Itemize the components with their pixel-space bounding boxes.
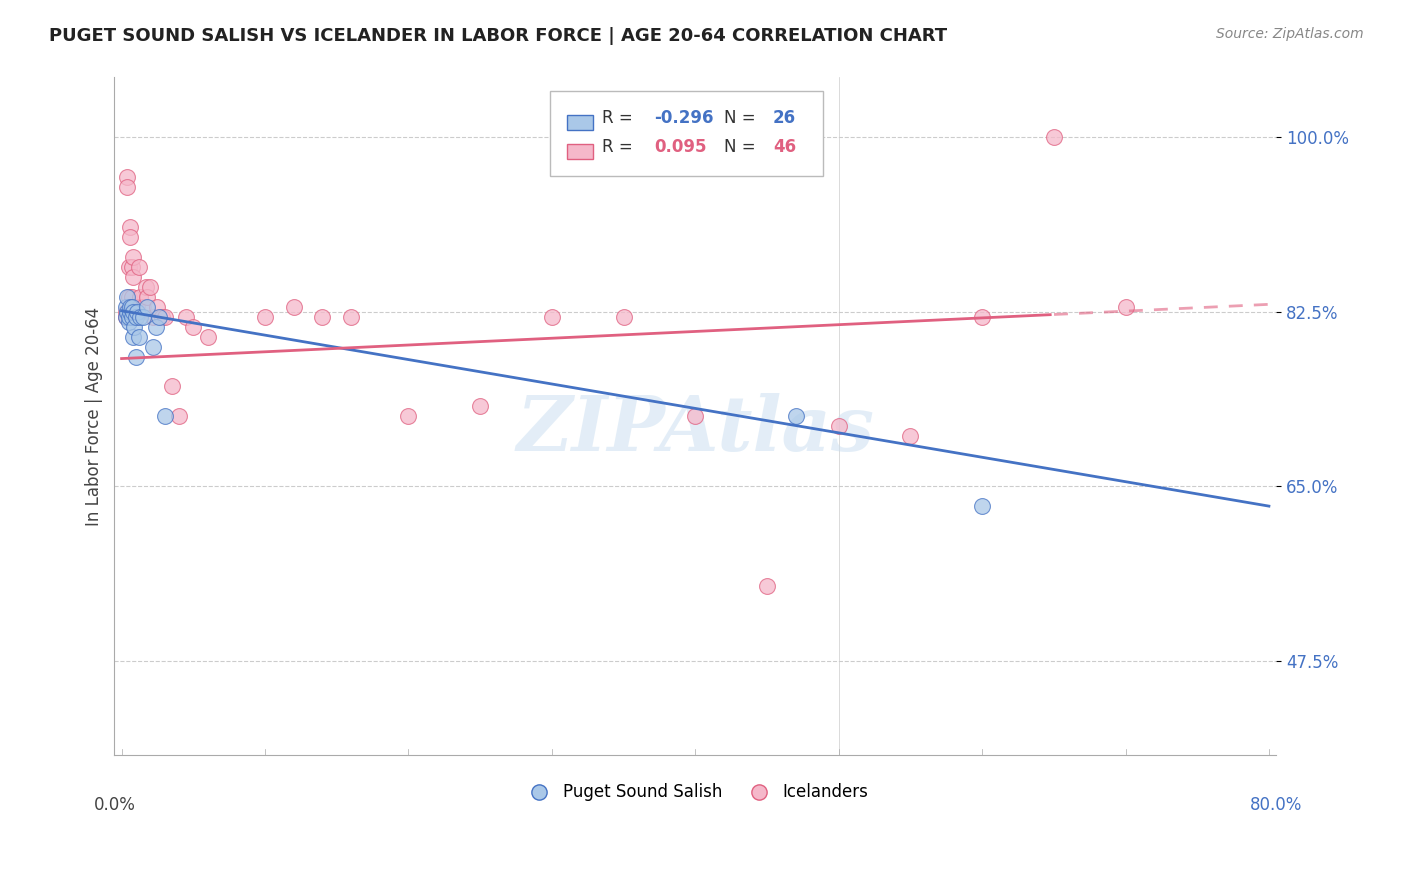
Point [135, 280, 157, 294]
Point [125, 310, 148, 324]
Point [396, 409, 419, 424]
Point [115, 300, 138, 314]
Point [117, 290, 139, 304]
Point [124, 319, 146, 334]
Point [121, 290, 143, 304]
Point [115, 304, 138, 318]
Point [160, 379, 183, 393]
Point [148, 310, 170, 324]
Point [117, 304, 139, 318]
Point [125, 310, 148, 324]
FancyBboxPatch shape [568, 144, 593, 159]
Text: PUGET SOUND SALISH VS ICELANDER IN LABOR FORCE | AGE 20-64 CORRELATION CHART: PUGET SOUND SALISH VS ICELANDER IN LABOR… [49, 27, 948, 45]
Text: N =: N = [724, 138, 761, 156]
Point [120, 219, 142, 234]
Point [136, 290, 159, 304]
Point [121, 260, 143, 274]
Text: 0.095: 0.095 [655, 138, 707, 156]
Text: -0.296: -0.296 [655, 110, 714, 128]
Point [827, 419, 849, 434]
Point [120, 230, 142, 244]
Point [122, 269, 145, 284]
Legend: Puget Sound Salish, Icelanders: Puget Sound Salish, Icelanders [516, 777, 875, 808]
Point [139, 280, 162, 294]
Point [136, 300, 159, 314]
Text: 80.0%: 80.0% [1250, 796, 1302, 814]
Point [124, 300, 146, 314]
Point [283, 300, 305, 314]
Point [118, 260, 141, 274]
Point [145, 319, 167, 334]
Point [118, 310, 141, 324]
Point [128, 260, 150, 274]
Point [197, 329, 219, 343]
Point [150, 310, 173, 324]
Point [121, 300, 143, 314]
Point [129, 310, 152, 324]
Point [124, 310, 146, 324]
Point [167, 409, 190, 424]
Point [174, 310, 197, 324]
Point [121, 310, 143, 324]
Point [253, 310, 276, 324]
Point [468, 400, 491, 414]
Point [120, 304, 142, 318]
Y-axis label: In Labor Force | Age 20-64: In Labor Force | Age 20-64 [86, 307, 103, 526]
Point [122, 250, 145, 264]
Point [540, 310, 562, 324]
Point [683, 409, 706, 424]
Point [132, 300, 155, 314]
Point [117, 170, 139, 185]
Text: N =: N = [724, 110, 761, 128]
Point [115, 310, 138, 324]
Text: 0.0%: 0.0% [93, 796, 135, 814]
Point [120, 300, 142, 314]
Text: 26: 26 [773, 110, 796, 128]
Text: R =: R = [602, 138, 638, 156]
Point [129, 290, 152, 304]
Point [127, 300, 149, 314]
Point [1115, 300, 1137, 314]
Point [785, 409, 807, 424]
Point [153, 409, 176, 424]
Point [153, 310, 176, 324]
Point [146, 300, 169, 314]
Point [181, 319, 204, 334]
Point [970, 310, 993, 324]
Point [117, 180, 139, 194]
FancyBboxPatch shape [568, 115, 593, 129]
Point [118, 290, 141, 304]
Point [127, 304, 149, 318]
Text: Source: ZipAtlas.com: Source: ZipAtlas.com [1216, 27, 1364, 41]
FancyBboxPatch shape [550, 91, 823, 176]
Point [755, 579, 778, 593]
Text: ZIPAtlas: ZIPAtlas [516, 393, 875, 467]
Point [125, 350, 148, 364]
Point [1043, 130, 1066, 145]
Point [118, 315, 141, 329]
Text: 46: 46 [773, 138, 796, 156]
Point [128, 329, 150, 343]
Point [311, 310, 333, 324]
Point [898, 429, 921, 443]
Point [142, 310, 165, 324]
Point [132, 310, 155, 324]
Point [122, 329, 145, 343]
Text: R =: R = [602, 110, 638, 128]
Point [142, 340, 165, 354]
Point [970, 499, 993, 513]
Point [340, 310, 363, 324]
Point [612, 310, 634, 324]
Point [122, 304, 145, 318]
Point [115, 310, 138, 324]
